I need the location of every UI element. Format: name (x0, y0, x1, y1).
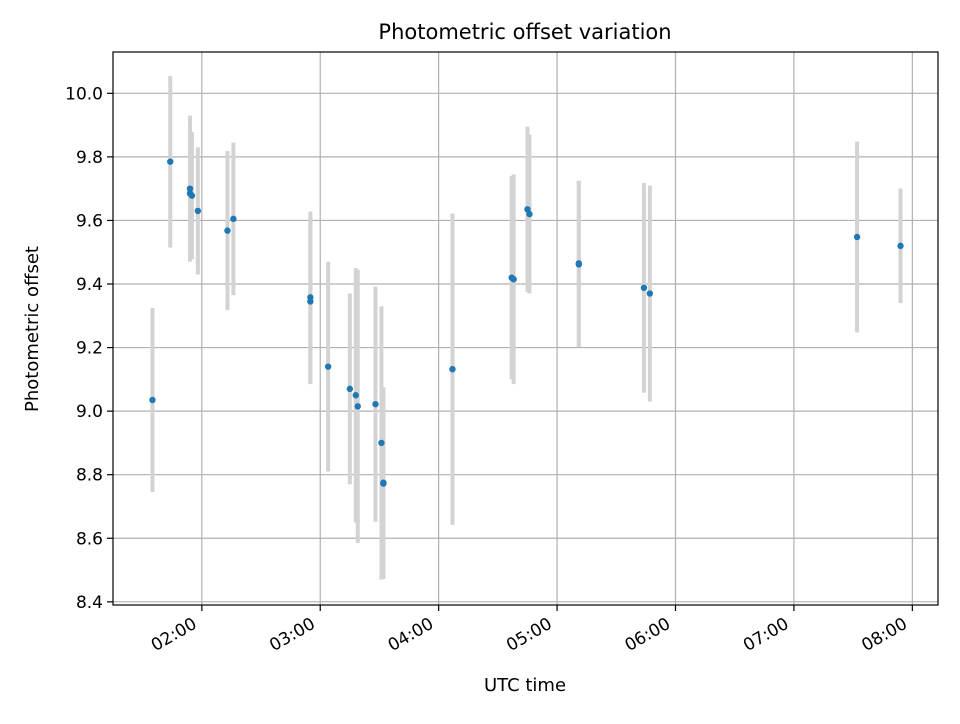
data-point (510, 276, 517, 283)
data-point (186, 185, 194, 192)
data-point (897, 242, 904, 250)
y-tick-label: 8.6 (76, 529, 103, 549)
y-axis-label: Photometric offset (22, 246, 43, 412)
y-tick-label: 8.4 (76, 593, 103, 613)
data-point (324, 363, 332, 370)
data-point (853, 233, 861, 241)
y-tick-label: 9.8 (76, 148, 103, 168)
data-point (188, 192, 196, 199)
data-point (352, 392, 359, 399)
data-point (307, 298, 314, 305)
chart-title: Photometric offset variation (378, 20, 671, 44)
data-point (354, 403, 361, 410)
data-point (526, 210, 533, 218)
data-points (149, 158, 904, 487)
data-point (230, 215, 237, 223)
data-point (149, 396, 156, 404)
data-point (380, 480, 387, 487)
y-tick-label: 9.2 (76, 339, 103, 359)
data-point (640, 284, 648, 292)
data-point (167, 158, 174, 165)
y-tick-label: 9.6 (76, 211, 103, 231)
data-point (646, 290, 654, 297)
data-point (575, 261, 582, 268)
data-point (194, 207, 202, 215)
y-tick-label: 10.0 (65, 84, 103, 104)
data-point (224, 227, 231, 234)
data-point (449, 365, 456, 373)
y-tick-label: 9.0 (76, 402, 103, 422)
data-point (378, 439, 385, 447)
data-point (346, 385, 354, 393)
data-point (372, 400, 379, 408)
plot-frame (112, 51, 939, 606)
x-axis-label: UTC time (484, 675, 566, 696)
y-tick-label: 9.4 (76, 275, 103, 295)
y-tick-label: 8.8 (76, 466, 103, 486)
